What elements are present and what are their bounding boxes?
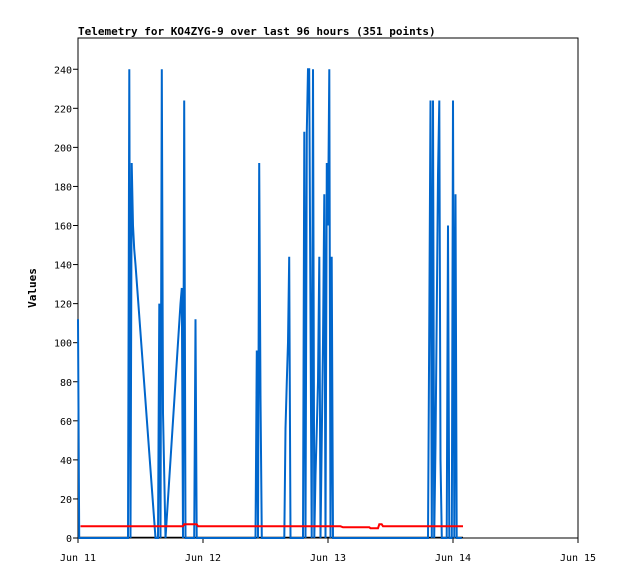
- series-layer: [77, 68, 463, 539]
- y-tick-label: 40: [60, 456, 72, 467]
- y-tick-label: 20: [60, 495, 72, 506]
- x-axis: Jun 11 Jun 12 Jun 13 Jun 14 Jun 15: [60, 538, 596, 564]
- y-tick-label: 220: [54, 104, 72, 115]
- y-tick-label: 200: [54, 143, 72, 154]
- y-tick-label: 100: [54, 339, 72, 350]
- y-tick-label: 0: [66, 534, 72, 545]
- x-tick-label: Jun 11: [60, 553, 96, 564]
- y-tick-label: 60: [60, 417, 72, 428]
- y-axis: 0 20 40 60 80 100 120 140 160 180 200 220 240: [54, 65, 78, 545]
- y-tick-label: 160: [54, 222, 72, 233]
- y-axis-label: Values: [26, 268, 39, 308]
- y-tick-label: 80: [60, 378, 72, 389]
- y-tick-label: 140: [54, 261, 72, 272]
- series-line-red: [80, 523, 463, 530]
- x-tick-label: Jun 15: [560, 553, 596, 564]
- y-tick-label: 180: [54, 182, 72, 193]
- x-tick-label: Jun 14: [435, 553, 471, 564]
- y-tick-label: 120: [54, 300, 72, 311]
- y-tick-label: 240: [54, 65, 72, 76]
- x-tick-label: Jun 12: [185, 553, 221, 564]
- chart-title: Telemetry for KO4ZYG-9 over last 96 hour…: [78, 25, 436, 38]
- x-tick-label: Jun 13: [310, 553, 346, 564]
- series-line-blue: [77, 68, 462, 539]
